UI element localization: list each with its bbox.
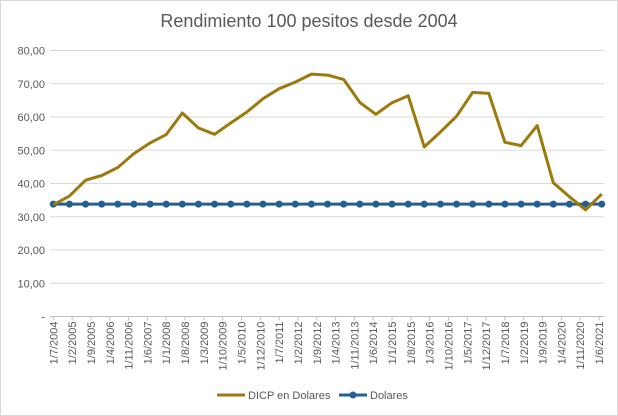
x-tick-label: 1/4/2020 xyxy=(556,322,568,365)
data-point xyxy=(324,200,332,208)
legend-label: DICP en Dolares xyxy=(248,390,331,402)
data-point xyxy=(549,200,557,208)
x-tick-label: 1/10/2016 xyxy=(443,322,455,371)
x-tick-label: 1/2/2019 xyxy=(519,322,531,365)
y-tick-label: 30,00 xyxy=(17,212,45,224)
x-tick-label: 1/9/2005 xyxy=(86,322,98,365)
x-tick-label: 1/2/2005 xyxy=(67,322,79,365)
y-tick-label: 40,00 xyxy=(17,179,45,191)
x-tick-label: 1/3/2016 xyxy=(425,322,437,365)
x-tick-label: 1/5/2017 xyxy=(462,322,474,365)
series-0 xyxy=(52,72,603,212)
y-axis-ticks: - 10,00 20,00 30,00 40,00 50,00 60,00 70,00 80,0… xyxy=(17,46,45,324)
data-point xyxy=(146,200,154,208)
y-tick-label: 50,00 xyxy=(17,145,45,157)
data-point xyxy=(356,200,364,208)
series-group xyxy=(49,72,606,212)
data-point xyxy=(598,200,606,208)
data-point xyxy=(162,200,170,208)
x-tick-label: 1/4/2013 xyxy=(331,322,343,365)
legend-item: DICP en Dolares xyxy=(217,390,331,402)
data-point xyxy=(65,200,73,208)
data-point xyxy=(275,200,283,208)
data-point xyxy=(404,200,412,208)
data-point xyxy=(130,200,138,208)
data-point xyxy=(388,200,396,208)
data-point xyxy=(291,200,299,208)
y-tick-label: 70,00 xyxy=(17,79,45,91)
data-point xyxy=(340,200,348,208)
legend-marker xyxy=(349,391,357,399)
data-point xyxy=(582,200,590,208)
x-tick-label: 1/10/2009 xyxy=(218,322,230,371)
x-tick-label: 1/8/2008 xyxy=(180,322,192,365)
x-tick-label: 1/11/2013 xyxy=(349,322,361,370)
data-point xyxy=(194,200,202,208)
legend-label: Dolares xyxy=(370,390,408,402)
x-tick-label: 1/4/2006 xyxy=(105,322,117,365)
legend: DICP en Dolares Dolares xyxy=(217,390,408,402)
y-tick-label: 20,00 xyxy=(17,245,45,257)
x-tick-label: 1/3/2009 xyxy=(199,322,211,365)
x-tick-label: 1/2/2012 xyxy=(293,322,305,365)
data-point xyxy=(98,200,106,208)
x-tick-label: 1/7/2004 xyxy=(48,322,60,365)
data-point xyxy=(469,200,477,208)
data-point xyxy=(485,200,493,208)
x-tick-label: 1/9/2012 xyxy=(312,322,324,365)
data-point xyxy=(501,200,509,208)
x-tick-label: 1/1/2015 xyxy=(387,322,399,365)
data-point xyxy=(259,200,267,208)
data-point xyxy=(82,200,90,208)
x-tick-label: 1/11/2006 xyxy=(124,322,136,370)
y-tick-label: 80,00 xyxy=(17,46,45,58)
x-tick-label: 1/6/2007 xyxy=(142,322,154,365)
y-tick-label: 10,00 xyxy=(17,278,45,290)
x-tick-label: 1/9/2019 xyxy=(538,322,550,365)
data-point xyxy=(227,200,235,208)
data-point xyxy=(114,200,122,208)
x-tick-label: 1/12/2010 xyxy=(255,322,267,371)
data-point xyxy=(533,200,541,208)
x-tick-label: 1/7/2018 xyxy=(500,322,512,365)
x-tick-label: 1/5/2010 xyxy=(236,322,248,365)
x-tick-label: 1/8/2015 xyxy=(406,322,418,365)
x-tick-label: 1/1/2008 xyxy=(161,322,173,365)
data-point xyxy=(211,200,219,208)
data-point xyxy=(307,200,315,208)
series-line xyxy=(52,72,603,212)
data-point xyxy=(243,200,251,208)
data-point xyxy=(178,200,186,208)
x-tick-label: 1/11/2020 xyxy=(575,322,587,370)
data-point xyxy=(436,200,444,208)
data-point xyxy=(565,200,573,208)
gridlines xyxy=(50,50,604,317)
data-point xyxy=(517,200,525,208)
x-tick-label: 1/12/2017 xyxy=(481,322,493,371)
x-axis-ticks: 1/7/2004 1/2/2005 1/9/2005 1/4/2006 1/11/200… xyxy=(48,316,606,371)
chart-title: Rendimiento 100 pesitos desde 2004 xyxy=(160,11,457,31)
y-tick-label: 60,00 xyxy=(17,112,45,124)
x-tick-label: 1/6/2021 xyxy=(594,322,606,365)
data-point xyxy=(420,200,428,208)
data-point xyxy=(372,200,380,208)
y-tick-label: - xyxy=(41,312,45,324)
legend-item: Dolares xyxy=(339,390,408,402)
data-point xyxy=(453,200,461,208)
x-tick-label: 1/6/2014 xyxy=(368,322,380,365)
x-tick-label: 1/7/2011 xyxy=(274,322,286,364)
series-1 xyxy=(49,200,606,208)
